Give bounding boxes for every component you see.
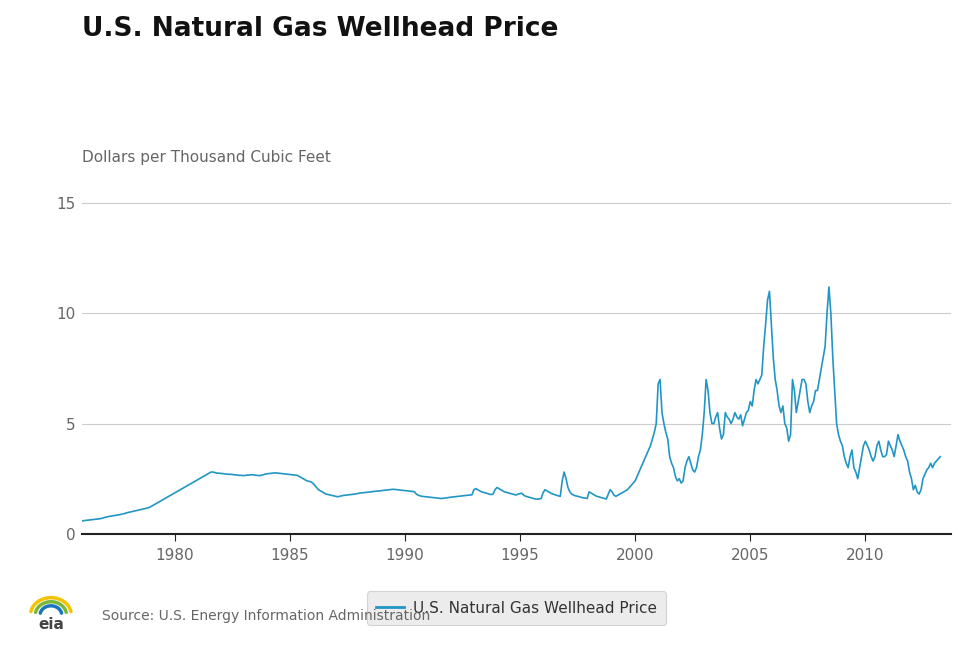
Text: Source: U.S. Energy Information Administration: Source: U.S. Energy Information Administ… <box>102 609 429 623</box>
Text: eia: eia <box>38 617 64 631</box>
Text: U.S. Natural Gas Wellhead Price: U.S. Natural Gas Wellhead Price <box>82 16 558 42</box>
Legend: U.S. Natural Gas Wellhead Price: U.S. Natural Gas Wellhead Price <box>366 591 666 625</box>
Text: Dollars per Thousand Cubic Feet: Dollars per Thousand Cubic Feet <box>82 150 331 165</box>
